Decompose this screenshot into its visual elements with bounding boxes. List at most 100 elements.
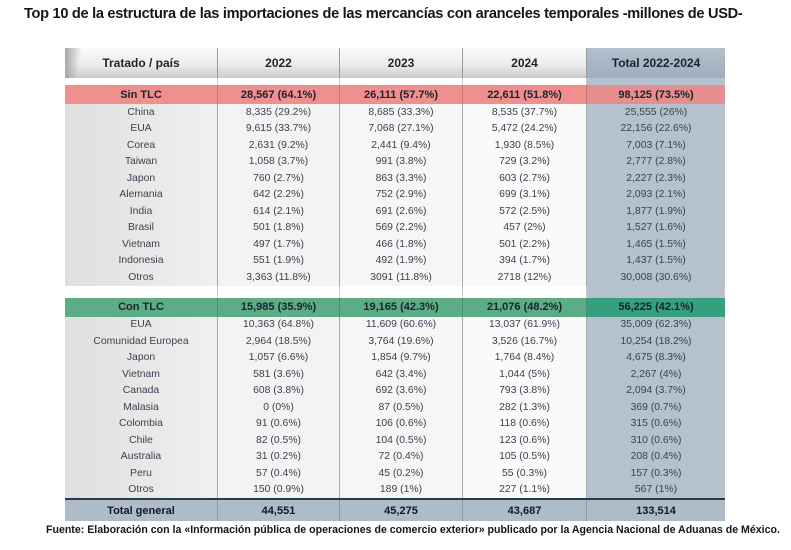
table-row: EUA 10,363 (64.8%) 11,609 (60.6%) 13,037 (6…	[65, 316, 725, 333]
spacer-cell	[218, 78, 340, 85]
row-label: India	[65, 203, 218, 220]
cell-value: 692 (3.6%)	[340, 382, 463, 399]
row-label: Corea	[65, 137, 218, 154]
cell-value: 1,057 (6.6%)	[218, 349, 340, 366]
spacer-cell	[463, 285, 587, 298]
total-general-value: 43,687	[463, 500, 587, 521]
cell-value: 1,527 (1.6%)	[587, 219, 725, 236]
table-row: Vietnam 581 (3.6%) 642 (3.4%) 1,044 (5%) 2,2…	[65, 366, 725, 383]
cell-value: 8,335 (29.2%)	[218, 104, 340, 121]
cell-value: 7,003 (7.1%)	[587, 137, 725, 154]
row-label: Australia	[65, 448, 218, 465]
spacer-row	[65, 285, 725, 298]
cell-value: 369 (0.7%)	[587, 399, 725, 416]
cell-value: 157 (0.3%)	[587, 465, 725, 482]
cell-value: 457 (2%)	[463, 219, 587, 236]
table-row: Vietnam 497 (1.7%) 466 (1.8%) 501 (2.2%) 1,4…	[65, 236, 725, 253]
table-body: Sin TLC 28,567 (64.1%) 26,111 (57.7%) 22,61…	[65, 78, 725, 521]
cell-value: 310 (0.6%)	[587, 432, 725, 449]
cell-value: 82 (0.5%)	[218, 432, 340, 449]
section-value: 15,985 (35.9%)	[218, 297, 340, 317]
total-general-value: 44,551	[218, 500, 340, 521]
section-label: Sin TLC	[65, 85, 218, 104]
cell-value: 10,254 (18.2%)	[587, 333, 725, 350]
cell-value: 8,685 (33.3%)	[340, 104, 463, 121]
table-row: Malasia 0 (0%) 87 (0.5%) 282 (1.3%) 369 (0.7…	[65, 399, 725, 416]
section-label: Con TLC	[65, 297, 218, 317]
spacer-cell	[340, 78, 463, 85]
imports-table: Tratado / país 2022 2023 2024 Total 2022…	[65, 48, 725, 521]
row-label: Brasil	[65, 219, 218, 236]
cell-value: 581 (3.6%)	[218, 366, 340, 383]
table-row: Canada 608 (3.8%) 692 (3.6%) 793 (3.8%) 2,09…	[65, 382, 725, 399]
cell-value: 57 (0.4%)	[218, 465, 340, 482]
cell-value: 991 (3.8%)	[340, 153, 463, 170]
cell-value: 72 (0.4%)	[340, 448, 463, 465]
cell-value: 1,764 (8.4%)	[463, 349, 587, 366]
row-label: Taiwan	[65, 153, 218, 170]
cell-value: 3,764 (19.6%)	[340, 333, 463, 350]
source-note: Fuente: Elaboración con la «Información …	[46, 524, 780, 536]
cell-value: 30,008 (30.6%)	[587, 269, 725, 286]
cell-value: 394 (1.7%)	[463, 252, 587, 269]
table-row: Otros 3,363 (11.8%) 3091 (11.8%) 2718 (12%)…	[65, 269, 725, 286]
cell-value: 793 (3.8%)	[463, 382, 587, 399]
cell-value: 1,058 (3.7%)	[218, 153, 340, 170]
cell-value: 11,609 (60.6%)	[340, 316, 463, 333]
table-row: Chile 82 (0.5%) 104 (0.5%) 123 (0.6%) 310 (0…	[65, 432, 725, 449]
table-row: Taiwan 1,058 (3.7%) 991 (3.8%) 729 (3.2%) 2,…	[65, 153, 725, 170]
row-label: Colombia	[65, 415, 218, 432]
cell-value: 569 (2.2%)	[340, 219, 463, 236]
spacer-cell	[218, 285, 340, 298]
table-row: China 8,335 (29.2%) 8,685 (33.3%) 8,535 (37…	[65, 104, 725, 121]
total-general-row: Total general 44,551 45,275 43,687 133,514	[65, 498, 725, 521]
cell-value: 150 (0.9%)	[218, 481, 340, 498]
spacer-cell	[65, 285, 218, 298]
cell-value: 3091 (11.8%)	[340, 269, 463, 286]
table-row: Brasil 501 (1.8%) 569 (2.2%) 457 (2%) 1,527 …	[65, 219, 725, 236]
cell-value: 13,037 (61.9%)	[463, 316, 587, 333]
row-label: Otros	[65, 269, 218, 286]
cell-value: 208 (0.4%)	[587, 448, 725, 465]
cell-value: 1,465 (1.5%)	[587, 236, 725, 253]
cell-value: 2,227 (2.3%)	[587, 170, 725, 187]
cell-value: 2718 (12%)	[463, 269, 587, 286]
cell-value: 2,094 (3.7%)	[587, 382, 725, 399]
cell-value: 104 (0.5%)	[340, 432, 463, 449]
row-label: Canada	[65, 382, 218, 399]
section-row-sin-tlc: Sin TLC 28,567 (64.1%) 26,111 (57.7%) 22,61…	[65, 85, 725, 104]
cell-value: 691 (2.6%)	[340, 203, 463, 220]
cell-value: 2,631 (9.2%)	[218, 137, 340, 154]
cell-value: 118 (0.6%)	[463, 415, 587, 432]
cell-value: 31 (0.2%)	[218, 448, 340, 465]
table-row: India 614 (2.1%) 691 (2.6%) 572 (2.5%) 1,877…	[65, 203, 725, 220]
cell-value: 1,930 (8.5%)	[463, 137, 587, 154]
section-value: 98,125 (73.5%)	[587, 85, 725, 104]
row-label: Vietnam	[65, 366, 218, 383]
cell-value: 572 (2.5%)	[463, 203, 587, 220]
cell-value: 282 (1.3%)	[463, 399, 587, 416]
cell-value: 105 (0.5%)	[463, 448, 587, 465]
cell-value: 642 (2.2%)	[218, 186, 340, 203]
cell-value: 3,363 (11.8%)	[218, 269, 340, 286]
column-header-2022: 2022	[218, 48, 340, 78]
spacer-cell	[587, 285, 725, 298]
cell-value: 9,615 (33.7%)	[218, 120, 340, 137]
section-value: 56,225 (42.1%)	[587, 297, 725, 317]
row-label: China	[65, 104, 218, 121]
table-row: EUA 9,615 (33.7%) 7,068 (27.1%) 5,472 (24.2…	[65, 120, 725, 137]
table-row: Corea 2,631 (9.2%) 2,441 (9.4%) 1,930 (8.5%…	[65, 137, 725, 154]
cell-value: 45 (0.2%)	[340, 465, 463, 482]
row-label: Otros	[65, 481, 218, 498]
table-row: Alemania 642 (2.2%) 752 (2.9%) 699 (3.1%) 2,…	[65, 186, 725, 203]
row-label: Alemania	[65, 186, 218, 203]
table-row: Colombia 91 (0.6%) 106 (0.6%) 118 (0.6%) 315…	[65, 415, 725, 432]
cell-value: 1,437 (1.5%)	[587, 252, 725, 269]
cell-value: 5,472 (24.2%)	[463, 120, 587, 137]
table-row: Japon 1,057 (6.6%) 1,854 (9.7%) 1,764 (8.4%…	[65, 349, 725, 366]
table-row: Comunidad Europea 2,964 (18.5%) 3,764 (19.…	[65, 333, 725, 350]
row-label: Vietnam	[65, 236, 218, 253]
cell-value: 2,441 (9.4%)	[340, 137, 463, 154]
cell-value: 2,093 (2.1%)	[587, 186, 725, 203]
cell-value: 315 (0.6%)	[587, 415, 725, 432]
